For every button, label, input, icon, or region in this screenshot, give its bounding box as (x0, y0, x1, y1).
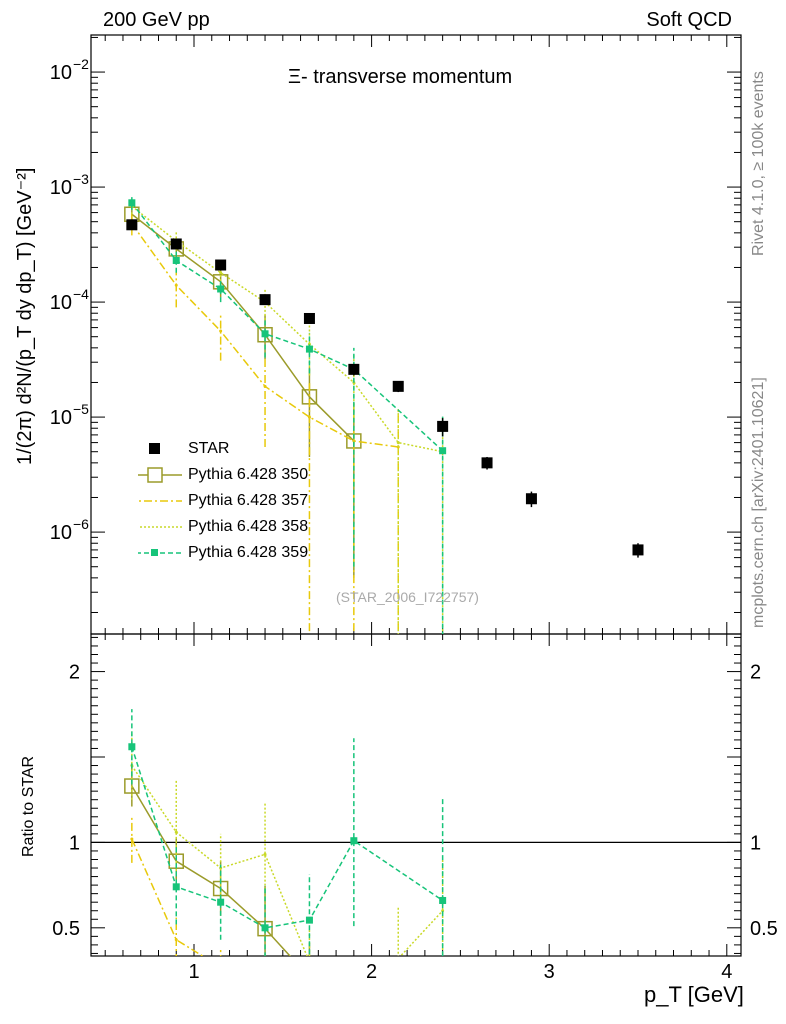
ratio-series-p359 (128, 709, 447, 956)
rivet-label: Rivet 4.1.0, ≥ 100k events (750, 71, 767, 256)
ratio-point-p350 (302, 970, 316, 984)
mcplots-label: mcplots.cern.ch [arXiv:2401.10621] (750, 377, 767, 628)
ratio-point-p357 (174, 938, 178, 942)
x-tick-label: 4 (721, 961, 732, 983)
main-point-star (259, 294, 271, 306)
main-series-p358 (130, 199, 445, 634)
y-tick-exponent: −5 (73, 401, 89, 417)
ratio-point-p357 (130, 837, 134, 841)
main-point-p359 (261, 330, 269, 338)
ratio-point-p358 (174, 830, 178, 834)
ratio-y-tick-label-right: 1 (750, 832, 761, 854)
x-tick-label: 1 (188, 961, 199, 983)
ratio-y-tick-label: 2 (69, 662, 80, 684)
main-point-star (126, 219, 138, 231)
legend-symbol-star (149, 443, 160, 454)
ratio-y-axis-label: Ratio to STAR (20, 755, 37, 857)
main-point-p357 (219, 329, 223, 333)
main-point-p358 (219, 271, 223, 275)
ratio-line-p359 (131, 746, 444, 929)
legend-label-p359: Pythia 6.428 359 (188, 544, 309, 561)
ratio-line-p357 (131, 838, 205, 956)
ratio-point-p359 (217, 898, 225, 906)
ratio-series-p357 (130, 815, 222, 969)
ratio-point-p359 (305, 916, 313, 924)
ratio-y-tick-label: 1 (69, 832, 80, 854)
header-left: 200 GeV pp (103, 9, 210, 31)
main-point-p358 (396, 441, 400, 445)
main-point-star (170, 238, 182, 250)
y-tick-exponent: −6 (73, 516, 89, 532)
main-y-axis-label: 1/(2π) d²N/(p_T dy dp_T) [GeV⁻²] (14, 167, 36, 465)
main-point-p350 (257, 326, 273, 343)
x-tick-label: 3 (544, 961, 555, 983)
main-point-star (392, 380, 404, 392)
header-right: Soft QCD (646, 9, 732, 31)
legend-symbol-p358 (138, 526, 182, 528)
legend-symbol-p350 (138, 467, 182, 483)
main-point-star (348, 363, 360, 375)
main-point-p357 (174, 283, 178, 287)
main-point-p357 (307, 415, 311, 419)
legend-label-p357: Pythia 6.428 357 (188, 492, 309, 509)
ratio-point-p359 (128, 743, 136, 751)
analysis-watermark: (STAR_2006_I722757) (336, 589, 479, 605)
main-point-star (437, 420, 449, 432)
y-tick-label: 10 (50, 292, 72, 314)
y-tick-exponent: −2 (73, 56, 89, 72)
ratio-plot-frame (90, 633, 742, 957)
legend-label-star: STAR (188, 440, 230, 457)
main-point-p357 (263, 384, 267, 388)
main-series-p357 (130, 214, 400, 634)
y-tick-label: 10 (50, 177, 72, 199)
ratio-point-p359 (350, 837, 358, 845)
main-point-p359 (305, 345, 313, 353)
ratio-point-p358 (308, 960, 311, 963)
ratio-point-p358 (263, 852, 267, 856)
ratio-y-tick-label-right: 0.5 (750, 918, 778, 940)
legend-label-p350: Pythia 6.428 350 (188, 466, 309, 483)
ratio-point-p358 (397, 957, 400, 960)
y-tick-exponent: −4 (73, 286, 89, 302)
legend-symbol-p359 (138, 549, 182, 556)
ratio-point-p358 (352, 981, 355, 984)
main-line-p350 (131, 213, 355, 442)
main-point-p357 (352, 439, 356, 443)
main-point-star (481, 457, 493, 469)
legend-symbol-p357 (138, 500, 182, 502)
ratio-point-p357 (219, 966, 222, 969)
main-point-star (525, 493, 537, 505)
main-series-star (126, 219, 644, 558)
main-point-star (215, 259, 227, 271)
main-point-p359 (217, 285, 225, 293)
ratio-point-p359 (172, 883, 180, 891)
x-axis-label: p_T [GeV] (644, 982, 744, 1007)
legend-label-p358: Pythia 6.428 358 (188, 518, 309, 535)
x-tick-label: 2 (366, 961, 377, 983)
ratio-y-tick-label-right: 2 (750, 662, 761, 684)
main-point-p359 (439, 447, 447, 455)
ratio-point-p359 (439, 896, 447, 904)
main-point-star (303, 312, 315, 324)
main-point-p359 (172, 256, 180, 264)
main-line-p358 (131, 205, 443, 453)
plot-title: Ξ- transverse momentum (288, 66, 513, 88)
y-tick-exponent: −3 (73, 171, 89, 187)
ratio-y-tick-label: 0.5 (52, 918, 80, 940)
y-tick-label: 10 (50, 62, 72, 84)
ratio-point-p359 (261, 924, 269, 932)
y-tick-label: 10 (50, 407, 72, 429)
y-tick-label: 10 (50, 522, 72, 544)
ratio-line-p358 (131, 765, 444, 956)
main-point-star (632, 544, 644, 556)
main-point-p359 (128, 199, 136, 207)
